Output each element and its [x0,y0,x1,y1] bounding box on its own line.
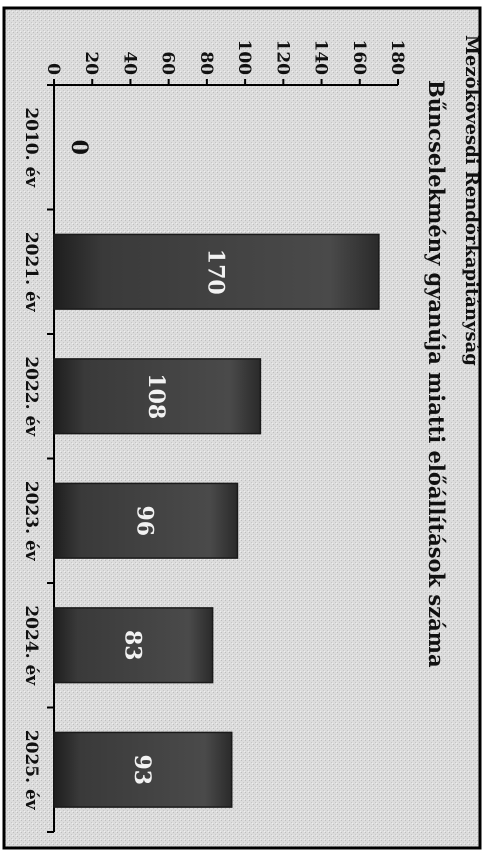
y-tick-label: 40 [119,51,139,75]
plot-area: 0 20 40 60 80 100 120 140 160 180 0 170 108 96 83 93 2… [21,40,407,833]
bar [53,607,214,684]
data-label: 108 [143,373,169,419]
category-label: 2025. év [21,730,41,811]
bar [53,731,233,808]
data-label: 0 [66,140,92,155]
chart-frame [2,6,482,850]
y-tick-label: 120 [272,40,292,76]
category-label: 2022. év [21,356,41,437]
category-label: 2021. év [21,232,41,313]
category-label: 2023. év [21,481,41,562]
category-label: 2010. év [21,107,41,188]
bar [53,482,239,559]
y-tick-label: 180 [387,40,407,76]
y-tick-label: 160 [349,40,369,76]
data-label: 96 [132,505,158,536]
page-header-text: Mezőkövesdi Rendőrkapitányság [461,35,482,366]
y-tick-label: 100 [234,40,254,76]
y-tick-label: 60 [158,51,178,75]
x-ticks [47,84,54,833]
category-labels: 2010. év 2021. év 2022. év 2023. év 2024. év… [21,107,41,810]
data-label: 83 [119,630,145,661]
bar [53,358,262,435]
y-tick-label: 140 [311,40,331,76]
bar [53,233,380,310]
y-ticks: 0 20 40 60 80 100 120 140 160 180 [43,40,407,85]
data-label: 170 [202,249,228,295]
y-tick-label: 80 [196,51,216,75]
data-label: 93 [129,754,155,785]
bars [53,233,380,808]
data-labels: 0 170 108 96 83 93 [66,140,228,785]
chart-title: Bűncselekmény gyanúja miatti előállításo… [424,80,449,668]
y-tick-label: 20 [81,51,101,75]
category-label: 2024. év [21,605,41,686]
y-tick-label: 0 [43,63,63,75]
